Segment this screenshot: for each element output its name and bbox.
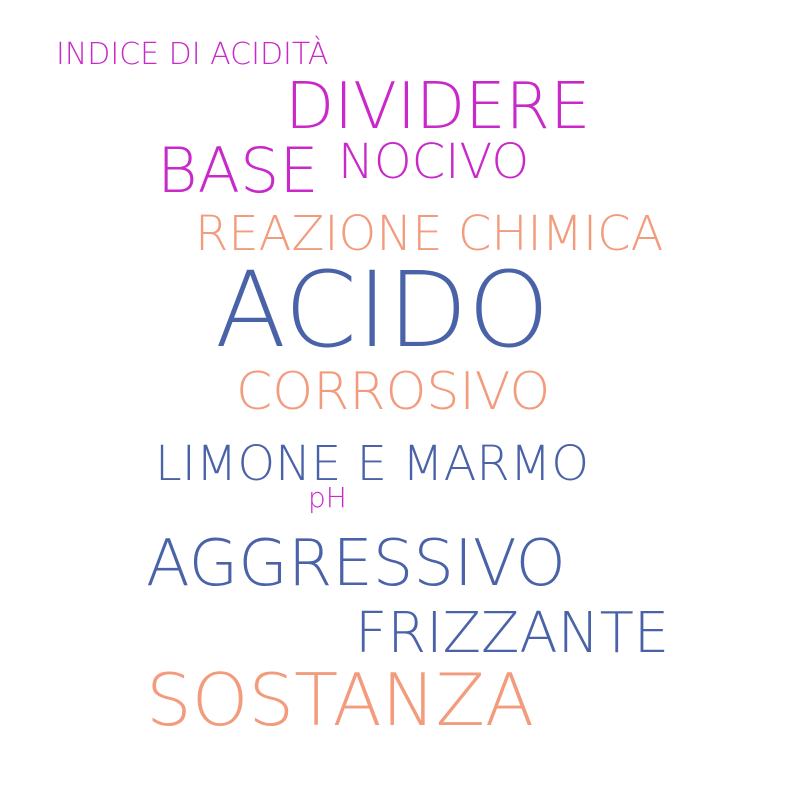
word-limone-e-marmo: LIMONE E MARMO — [155, 436, 589, 492]
word-aggressivo: AGGRESSIVO — [146, 527, 566, 601]
word-reazione-chimica: REAZIONE CHIMICA — [195, 206, 664, 262]
word-nocivo: NOCIVO — [338, 134, 530, 190]
word-ph: pH — [308, 481, 347, 514]
word-base: BASE — [157, 134, 319, 207]
word-dividere: DIVIDERE — [285, 70, 591, 144]
word-acido: ACIDO — [215, 249, 550, 371]
word-sostanza: SOSTANZA — [146, 658, 535, 742]
word-indice-di-acidita: INDICE DI ACIDITÀ — [56, 37, 329, 72]
word-frizzante: FRIZZANTE — [355, 601, 670, 666]
word-corrosivo: CORROSIVO — [236, 362, 551, 422]
